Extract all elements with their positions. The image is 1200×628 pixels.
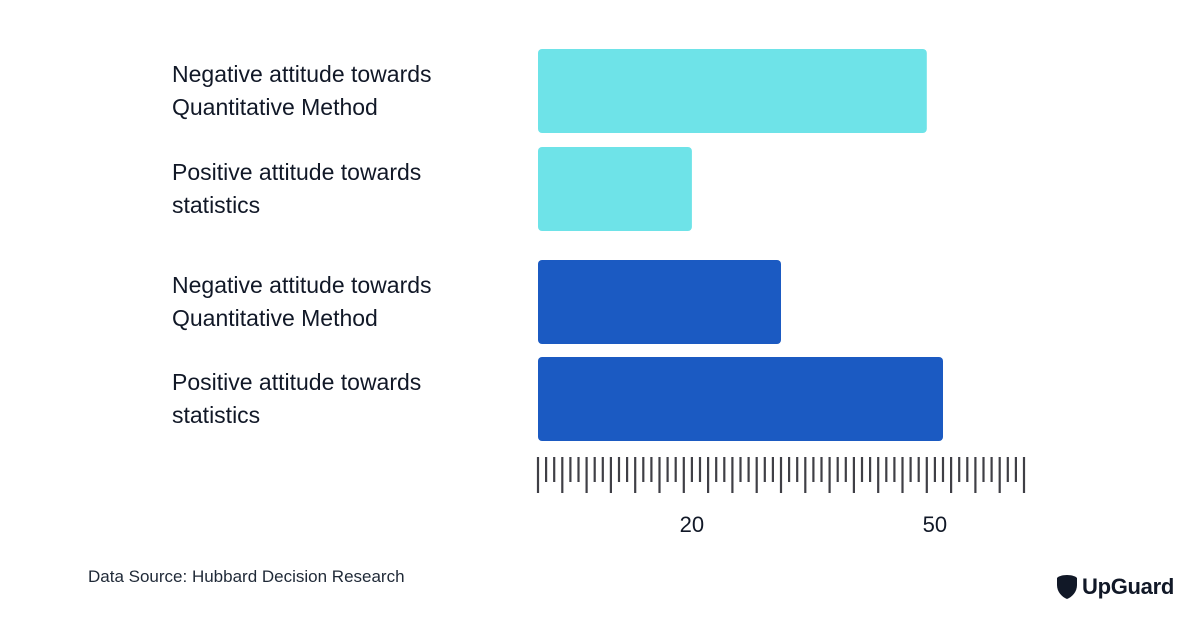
- category-label-line: Negative attitude towards: [172, 272, 432, 298]
- bar-1: [538, 49, 927, 133]
- category-labels: Negative attitude towards Quantitative Me…: [172, 0, 512, 460]
- category-label-line: Quantitative Method: [172, 305, 378, 331]
- x-tick-label: 20: [680, 512, 704, 537]
- category-label-4: Positive attitude towards statistics: [172, 366, 512, 432]
- shield-icon: [1057, 575, 1077, 599]
- category-label-line: statistics: [172, 192, 261, 218]
- data-source-note: Data Source: Hubbard Decision Research: [88, 567, 405, 586]
- category-label-2: Positive attitude towards statistics: [172, 156, 512, 222]
- category-label-line: statistics: [172, 402, 261, 428]
- category-label-line: Positive attitude towards: [172, 369, 422, 395]
- category-label-1: Negative attitude towards Quantitative Me…: [172, 58, 512, 124]
- category-label-line: Quantitative Method: [172, 94, 378, 120]
- category-label-line: Negative attitude towards: [172, 61, 432, 87]
- bars-layer: [538, 49, 943, 441]
- bar-4: [538, 357, 943, 441]
- x-tick-label: 50: [923, 512, 947, 537]
- category-label-line: Positive attitude towards: [172, 159, 422, 185]
- bar-2: [538, 147, 692, 231]
- brand-name: UpGuard: [1082, 574, 1175, 599]
- x-axis-tick-labels: 20 50: [680, 512, 947, 537]
- x-axis-ruler: [536, 457, 1026, 493]
- brand-logo: UpGuard: [1056, 574, 1174, 600]
- bar-3: [538, 260, 781, 344]
- category-label-3: Negative attitude towards Quantitative Me…: [172, 269, 512, 335]
